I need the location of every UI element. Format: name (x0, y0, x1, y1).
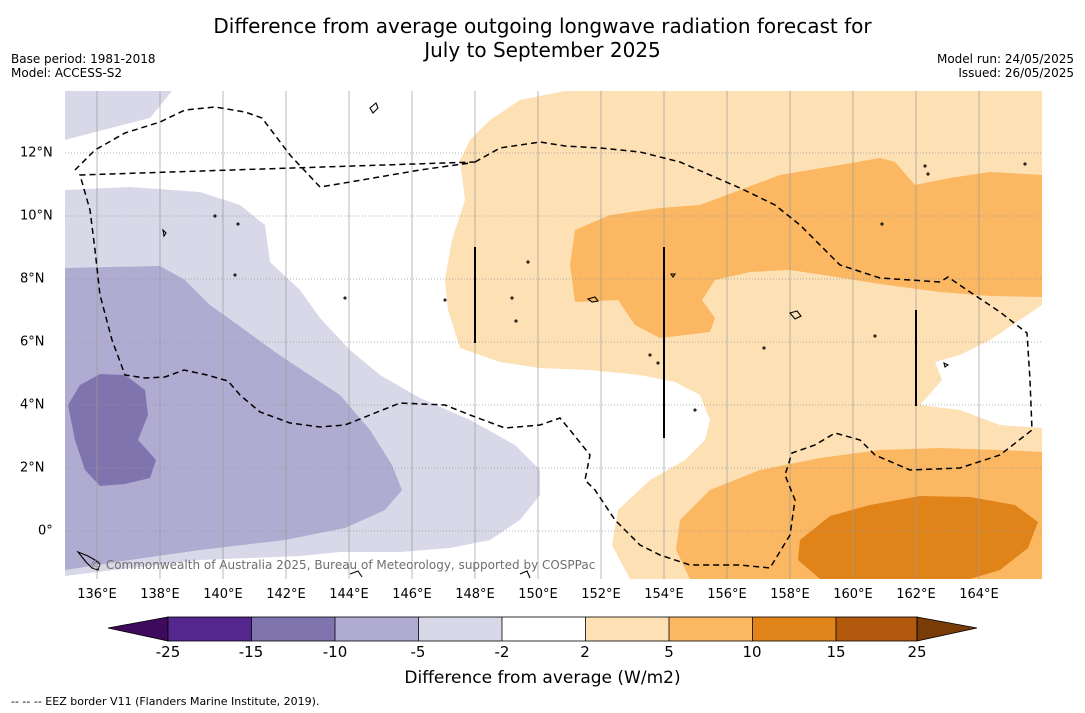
colorbar-bin (168, 617, 252, 641)
lat-label: 6°N (20, 334, 45, 350)
lat-label: 2°N (20, 460, 45, 476)
lon-label: 148°E (455, 587, 495, 602)
base-period: Base period: 1981-2018 (11, 52, 156, 66)
colorbar-tick: 15 (826, 643, 846, 661)
eez-border (74, 106, 1033, 569)
colorbar-bin (502, 617, 586, 641)
colorbar-bin (335, 617, 419, 641)
lat-label: 8°N (20, 271, 45, 287)
anomaly-region-5-to-10-north (570, 158, 1042, 338)
lon-label: 146°E (392, 587, 432, 602)
lon-label: 160°E (833, 587, 873, 602)
colorbar-bin (418, 617, 502, 641)
model-name: Model: ACCESS-S2 (11, 66, 123, 80)
colorbar-extend-high (916, 616, 978, 642)
map-title-line1: Difference from average outgoing longwav… (213, 14, 872, 38)
colorbar-tick: -15 (238, 643, 264, 661)
lon-label: 164°E (959, 587, 999, 602)
copyright-notice: © Commonwealth of Australia 2025, Bureau… (90, 558, 596, 572)
colorbar-bin (251, 617, 335, 641)
lon-label: 138°E (140, 587, 180, 602)
colorbar-title: Difference from average (W/m2) (404, 668, 681, 688)
colorbar-tick: 25 (907, 643, 927, 661)
model-info: Base period: 1981-2018 Model: ACCESS-S2 (11, 52, 156, 80)
map-panel (65, 91, 1042, 579)
colorbar-bin (669, 617, 753, 641)
lon-label: 150°E (518, 587, 558, 602)
meridian-markers (474, 247, 917, 438)
colorbar-tick: -2 (494, 643, 510, 661)
colorbar-tick: 5 (664, 643, 674, 661)
colorbar-tick: -25 (155, 643, 181, 661)
islands (76, 102, 1027, 579)
lon-label: 142°E (266, 587, 306, 602)
colorbar-extend-low (107, 616, 169, 642)
lat-label: 12°N (20, 145, 53, 161)
anomaly-region-10-to-15 (798, 496, 1038, 579)
map-title: Difference from average outgoing longwav… (0, 14, 1085, 62)
colorbar-tick: 2 (580, 643, 590, 661)
lon-label: 162°E (896, 587, 936, 602)
lon-label: 154°E (644, 587, 684, 602)
lon-label: 158°E (770, 587, 810, 602)
colorbar-tick: -10 (322, 643, 348, 661)
lon-label: 140°E (203, 587, 243, 602)
colorbar-bin (836, 617, 917, 641)
issued-date: Issued: 26/05/2025 (958, 66, 1074, 80)
eez-legend-note: -- -- -- EEZ border V11 (Flanders Marine… (11, 695, 320, 708)
colorbar-bin (585, 617, 669, 641)
lon-label: 152°E (581, 587, 621, 602)
colorbar-tick: -5 (410, 643, 426, 661)
lat-label: 10°N (20, 208, 53, 224)
lon-label: 136°E (77, 587, 117, 602)
lon-label: 144°E (329, 587, 369, 602)
colorbar (107, 616, 978, 642)
colorbar-bin (752, 617, 836, 641)
model-run: Model run: 24/05/2025 (936, 52, 1074, 66)
run-info: Model run: 24/05/2025 Issued: 26/05/2025 (937, 52, 1074, 80)
lat-label: 0° (38, 523, 53, 539)
lon-label: 156°E (707, 587, 747, 602)
lat-label: 4°N (20, 397, 45, 413)
colorbar-tick: 10 (742, 643, 762, 661)
map-title-line2: July to September 2025 (424, 38, 661, 62)
anomaly-region-minus10-to-minus15 (68, 374, 156, 486)
